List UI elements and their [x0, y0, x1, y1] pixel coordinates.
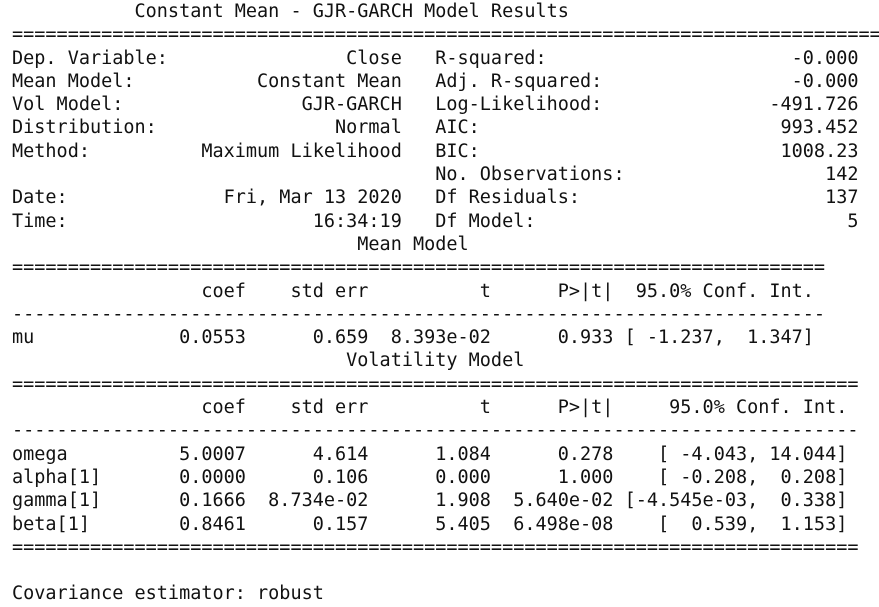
mean-model-header-row: coef std err t P>|t| 95.0% Conf. Int.	[12, 280, 814, 302]
report-title: Constant Mean - GJR-GARCH Model Results	[12, 1, 703, 22]
volatility-model-header-row: coef std err t P>|t| 95.0% Conf. Int.	[12, 397, 848, 419]
separator-double: ========================================…	[12, 536, 859, 558]
volatility-row-beta: beta[1] 0.8461 0.157 5.405 6.498e-08 [ 0…	[12, 513, 848, 535]
separator-single: ----------------------------------------…	[12, 303, 826, 325]
separator-single: ----------------------------------------…	[12, 420, 859, 442]
mean-model-row-mu: mu 0.0553 0.659 8.393e-02 0.933 [ -1.237…	[12, 327, 814, 349]
volatility-row-gamma: gamma[1] 0.1666 8.734e-02 1.908 5.640e-0…	[12, 490, 848, 512]
summary-row-method: Method: Maximum Likelihood BIC: 1008.23	[12, 140, 859, 162]
summary-row-distribution: Distribution: Normal AIC: 993.452	[12, 117, 859, 139]
separator-double: ========================================…	[12, 24, 879, 46]
summary-row-vol-model: Vol Model: GJR-GARCH Log-Likelihood: -49…	[12, 94, 859, 116]
blank-line	[12, 559, 879, 582]
model-results-output: Constant Mean - GJR-GARCH Model Results …	[12, 0, 879, 606]
summary-row-observations: No. Observations: 142	[12, 164, 859, 186]
summary-row-dep-variable: Dep. Variable: Close R-squared: -0.000	[12, 47, 859, 69]
covariance-estimator-note: Covariance estimator: robust	[12, 583, 324, 605]
separator-double: ========================================…	[12, 373, 859, 395]
mean-model-heading: Mean Model	[12, 233, 814, 255]
volatility-model-heading: Volatility Model	[12, 350, 859, 372]
volatility-row-omega: omega 5.0007 4.614 1.084 0.278 [ -4.043,…	[12, 443, 848, 465]
summary-row-mean-model: Mean Model: Constant Mean Adj. R-squared…	[12, 70, 859, 92]
volatility-row-alpha: alpha[1] 0.0000 0.106 0.000 1.000 [ -0.2…	[12, 466, 848, 488]
summary-row-time: Time: 16:34:19 Df Model: 5	[12, 210, 859, 232]
summary-row-date: Date: Fri, Mar 13 2020 Df Residuals: 137	[12, 187, 859, 209]
separator-double: ========================================…	[12, 257, 826, 279]
